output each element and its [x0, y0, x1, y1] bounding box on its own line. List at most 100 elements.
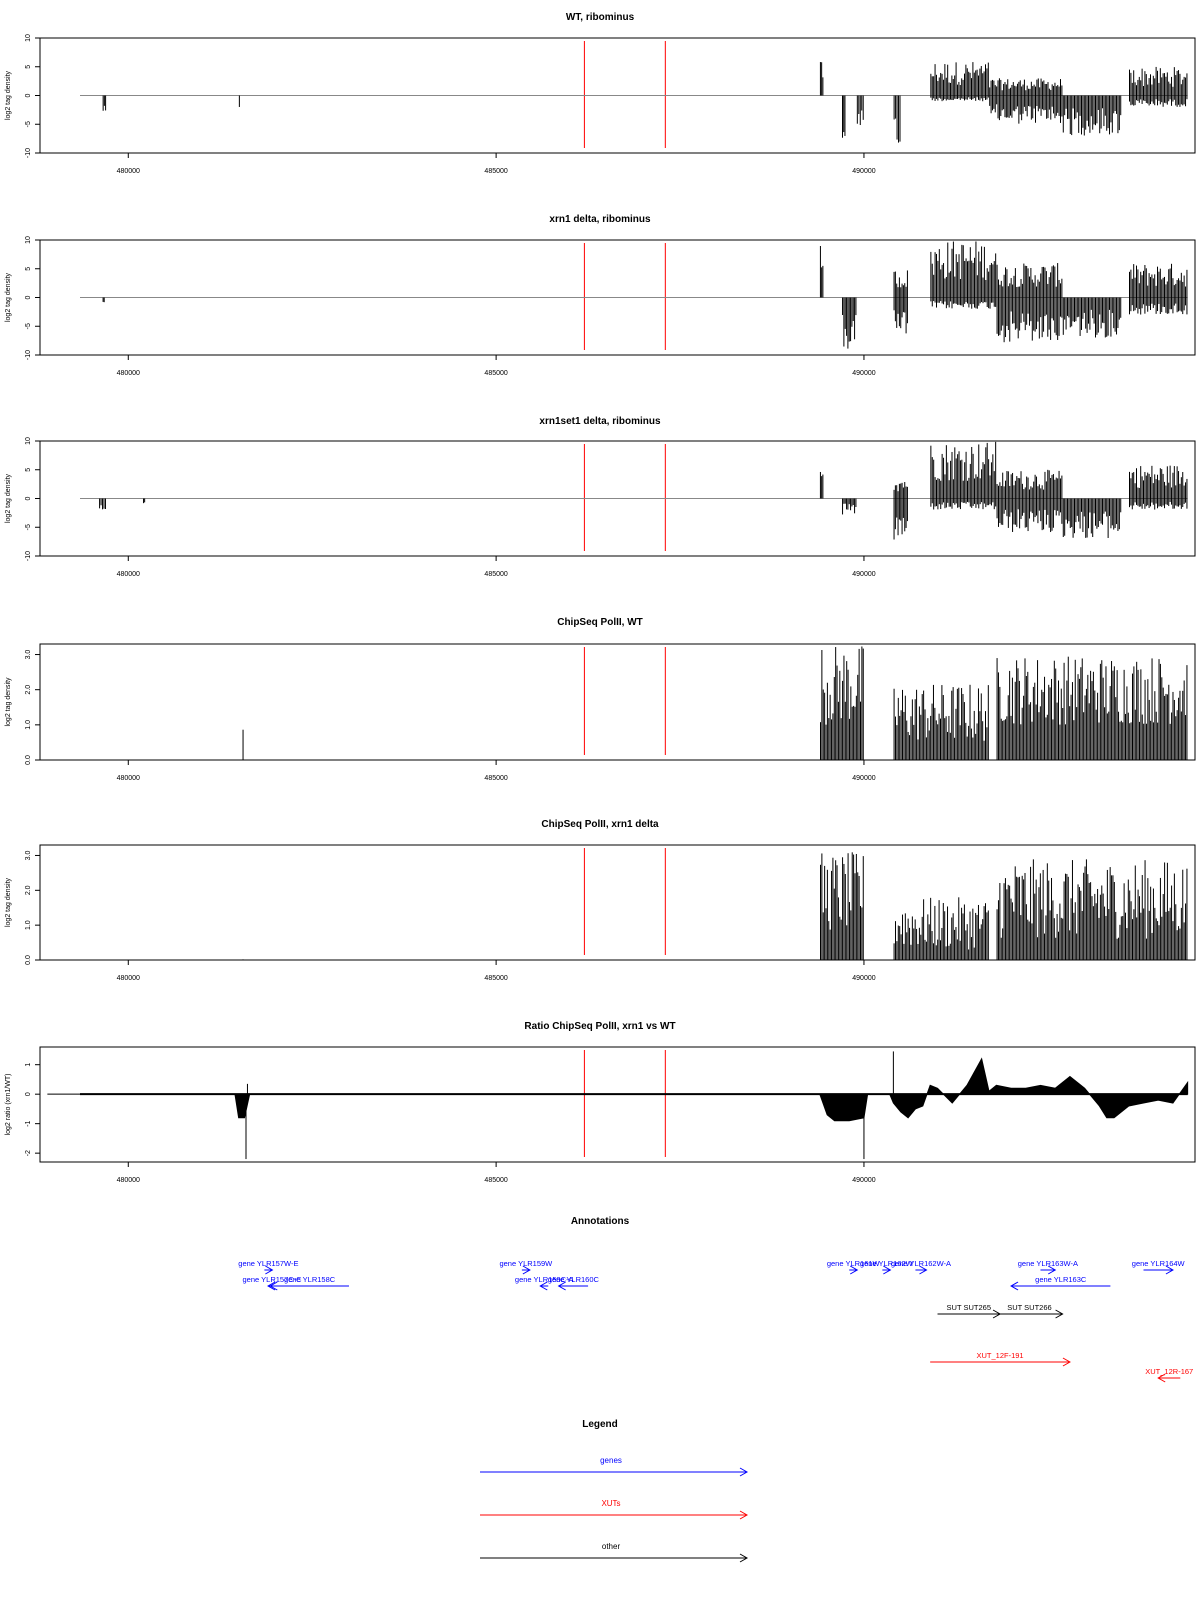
signal-region: [819, 471, 824, 499]
x-tick-label: 490000: [852, 370, 875, 377]
signal-region: [1128, 263, 1188, 315]
track-panel-1: xrn1 delta, ribominus -10 -5 0 5 10 log2 tag d…: [5, 214, 1196, 377]
y-tick-label: 5: [25, 468, 32, 472]
x-tick-label: 480000: [117, 571, 140, 578]
arrow-head: [265, 1265, 274, 1275]
annotation-feature: gene YLR157W-E: [238, 1259, 298, 1275]
y-tick-label: 0: [25, 1092, 32, 1096]
arrow-head: [1165, 1265, 1174, 1275]
feature-label: gene YLR159W: [499, 1259, 553, 1268]
plot-frame: [39, 1046, 1196, 1163]
x-tick-label: 485000: [484, 571, 507, 578]
y-tick-label: 2.0: [25, 885, 32, 895]
y-tick-label: 2.0: [25, 685, 32, 695]
feature-label: gene YLR159C-A: [515, 1275, 574, 1284]
annotation-feature: SUT SUT266: [996, 1303, 1064, 1319]
signal-region: [893, 897, 989, 960]
y-tick-label: -5: [25, 524, 32, 530]
y-tick-label: 10: [25, 437, 32, 445]
signal-region: [996, 656, 1188, 760]
annotation-feature: gene YLR159C-A: [515, 1275, 574, 1291]
signal-region: [143, 498, 146, 504]
y-tick-label: 10: [25, 34, 32, 42]
feature-label: gene YLR162W: [860, 1259, 914, 1268]
signal-region: [996, 859, 1188, 960]
feature-label: SUT SUT266: [1007, 1303, 1051, 1312]
signal-region: [893, 684, 989, 760]
y-axis-label: log2 tag density: [5, 677, 12, 727]
annotation-feature: gene YLR158C: [269, 1275, 349, 1291]
arrow-head: [739, 1510, 749, 1520]
legend-label: XUTs: [601, 1499, 620, 1508]
signal-region: [893, 95, 901, 143]
arrow-head: [1010, 1281, 1019, 1291]
y-axis-label: log2 tag density: [5, 473, 12, 523]
signal-region: [856, 95, 864, 126]
annotations-title: Annotations: [571, 1216, 630, 1227]
arrow-head: [1062, 1357, 1071, 1367]
y-axis-label: log2 ratio (xrn1/WT): [5, 1074, 12, 1136]
y-tick-label: -10: [25, 551, 32, 561]
annotation-feature: gene YLR161W: [827, 1259, 881, 1275]
x-tick-label: 480000: [117, 1177, 140, 1184]
arrow-head: [267, 1281, 276, 1291]
signal-region: [893, 482, 908, 540]
arrow-head: [269, 1281, 278, 1291]
feature-label: gene YLR157W-E: [238, 1259, 298, 1268]
track-panel-5: Ratio ChipSeq PolII, xrn1 vs WT -2 -1 0 1 log…: [5, 1021, 1196, 1184]
feature-label: gene YLR160C: [548, 1275, 600, 1284]
legend-label: genes: [600, 1456, 622, 1465]
legend-label: other: [602, 1542, 621, 1551]
arrow-head: [1047, 1265, 1057, 1275]
x-tick-label: 485000: [484, 975, 507, 982]
signal-region: [99, 498, 106, 510]
signal-region: [996, 263, 1063, 343]
x-tick-label: 490000: [852, 975, 875, 982]
panel-title: ChipSeq PolII, xrn1 delta: [541, 819, 659, 830]
y-tick-label: 10: [25, 236, 32, 244]
signal-region: [930, 441, 997, 510]
feature-label: gene YLR164W: [1132, 1259, 1186, 1268]
feature-label: gene YLR157C-C: [243, 1275, 303, 1284]
signal-region: [819, 852, 864, 960]
arrow-head: [739, 1553, 749, 1563]
y-axis-label: log2 tag density: [5, 877, 12, 927]
feature-label: gene YLR163C: [1035, 1275, 1087, 1284]
signal-region: [1062, 498, 1122, 538]
signal-region: [1128, 66, 1188, 107]
y-tick-label: 0: [25, 93, 32, 97]
annotation-feature: gene YLR159W: [499, 1259, 553, 1275]
legend-title: Legend: [582, 1419, 618, 1430]
y-tick-label: 1.0: [25, 920, 32, 930]
y-tick-label: -2: [25, 1150, 32, 1156]
track-panel-4: ChipSeq PolII, xrn1 delta 0.0 1.0 2.0 3.0 log…: [5, 819, 1196, 982]
feature-label: gene YLR158C: [284, 1275, 336, 1284]
signal-region: [102, 95, 107, 111]
panel-title: ChipSeq PolII, WT: [557, 617, 643, 628]
feature-label: gene YLR162W-A: [891, 1259, 951, 1268]
y-tick-label: 5: [25, 65, 32, 69]
arrow-head: [883, 1265, 892, 1275]
track-panel-3: ChipSeq PolII, WT 0.0 1.0 2.0 3.0 log2 tag de…: [5, 617, 1196, 782]
signal-region: [841, 95, 846, 138]
signal-region: [819, 62, 824, 96]
legend-panel: Legend genes XUTs other: [480, 1419, 749, 1563]
annotation-feature: XUT_12R-167: [1145, 1367, 1193, 1383]
annotation-feature: gene YLR162W: [860, 1259, 914, 1275]
arrow-head: [557, 1281, 566, 1291]
y-tick-label: 3.0: [25, 850, 32, 860]
panel-title: xrn1set1 delta, ribominus: [539, 416, 661, 427]
y-axis-label: log2 tag density: [5, 272, 12, 322]
arrow-head: [919, 1265, 928, 1275]
signal-region: [819, 646, 864, 760]
legend-item: XUTs: [480, 1499, 749, 1520]
signal-region: [930, 241, 997, 309]
track-panel-2: xrn1set1 delta, ribominus -10 -5 0 5 10 log2 t…: [5, 416, 1196, 578]
feature-label: XUT_12R-167: [1145, 1367, 1193, 1376]
legend-item: genes: [480, 1456, 749, 1477]
arrow-head: [522, 1265, 531, 1275]
feature-label: gene YLR163W-A: [1018, 1259, 1078, 1268]
y-tick-label: 0: [25, 496, 32, 500]
